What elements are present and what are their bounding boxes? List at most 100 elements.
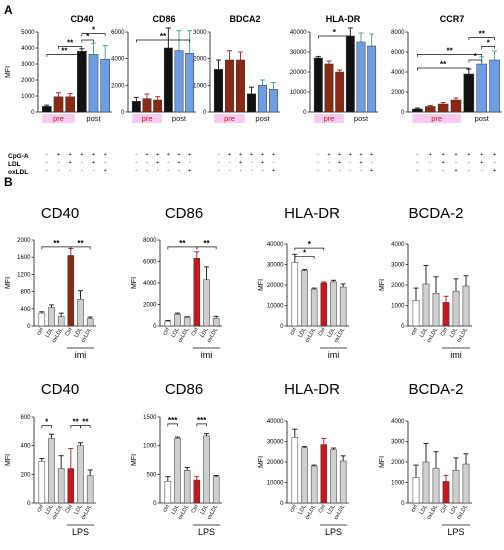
y-tick-label: 30000 — [267, 440, 284, 446]
plusminus-oxldl: - — [360, 168, 362, 174]
sig-bracket — [81, 39, 94, 43]
bar — [174, 50, 184, 113]
y-axis-label: MFI — [379, 456, 386, 468]
sig-bracket — [417, 67, 470, 71]
category-label: LDL — [44, 327, 54, 339]
bar — [324, 63, 334, 113]
bar — [422, 283, 430, 327]
bar — [335, 71, 345, 113]
y-tick-label: 5000 — [21, 30, 35, 36]
bar — [339, 286, 347, 327]
plusminus-oxldl: - — [349, 168, 351, 174]
chart-title: CD86 — [165, 205, 203, 222]
bar — [462, 285, 470, 327]
bar — [174, 437, 181, 504]
y-tick-label: 400 — [20, 307, 31, 313]
y-tick-label: 1000 — [143, 444, 157, 450]
category-label: ctrl — [289, 504, 298, 513]
category-label: ctrl — [410, 504, 419, 513]
bar — [212, 318, 220, 327]
category-label: LDL — [449, 327, 459, 339]
bar — [48, 307, 55, 327]
y-axis-label: MFI — [5, 454, 12, 466]
sig-bracket — [468, 37, 495, 41]
plusminus-cpga: + — [261, 152, 264, 158]
group-label: LPS — [72, 527, 89, 537]
bar — [86, 318, 94, 327]
y-tick-label: 4000 — [111, 57, 125, 63]
sig-bracket — [46, 54, 83, 57]
bar — [212, 476, 220, 504]
pre-highlight — [214, 114, 245, 123]
bar — [57, 468, 65, 504]
y-tick-label: 0 — [401, 324, 405, 330]
plusminus-cpga: - — [317, 152, 319, 158]
group-label-post: post — [354, 114, 369, 123]
category-label: LDL — [170, 504, 180, 516]
bar — [185, 53, 195, 113]
group-label: LPS — [325, 527, 342, 537]
sig-bracket — [81, 33, 106, 37]
category-label: ctrl — [162, 327, 171, 336]
sig-label: ** — [61, 46, 68, 55]
plusminus-oxldl: - — [58, 168, 60, 174]
y-tick-label: 2000 — [193, 57, 207, 63]
category-label: ctrl — [36, 504, 45, 513]
plusminus-cpga: + — [80, 152, 83, 158]
y-tick-label: 0 — [401, 110, 405, 116]
category-label: LDL — [297, 327, 307, 339]
y-tick-label: 0 — [27, 501, 31, 507]
plusminus-ldl: + — [480, 160, 483, 166]
y-tick-label: 3000 — [391, 263, 405, 269]
bar — [164, 480, 172, 504]
category-label: ctrl — [289, 327, 298, 336]
pre-highlight — [42, 114, 75, 123]
plusminus-ldl: - — [328, 160, 330, 166]
category-label: ctrl — [36, 327, 45, 336]
y-axis-label: MFI — [379, 279, 386, 291]
bar — [432, 467, 440, 504]
category-label: Ctrl — [65, 327, 74, 337]
category-label: ctrl — [410, 327, 419, 336]
plusminus-oxldl: - — [339, 168, 341, 174]
category-label: LDL — [297, 504, 307, 516]
bar — [313, 57, 323, 113]
sig-label: ** — [160, 32, 167, 41]
sig-label: * — [45, 418, 49, 427]
sig-label: ** — [446, 46, 453, 55]
bar — [38, 312, 46, 327]
y-tick-label: 0 — [27, 324, 31, 330]
plusminus-oxldl: - — [417, 168, 419, 174]
plusminus-cpga: + — [467, 152, 470, 158]
plusminus-oxldl: - — [240, 168, 242, 174]
y-tick-label: 0 — [303, 110, 307, 116]
plusminus-ldl: + — [338, 160, 341, 166]
plusminus-ldl: - — [218, 160, 220, 166]
chart-title: CCR7 — [440, 14, 465, 24]
sig-label: * — [303, 248, 307, 257]
y-tick-label: 1000 — [391, 481, 405, 487]
plusminus-ldl: + — [177, 160, 180, 166]
plusminus-oxldl: - — [218, 168, 220, 174]
plusminus-ldl: - — [104, 160, 106, 166]
group-label: LPS — [447, 527, 464, 537]
bar — [67, 255, 75, 327]
chart-title: CD86 — [152, 14, 175, 24]
bar — [48, 438, 55, 504]
y-axis-label: MFI — [258, 279, 265, 291]
y-axis-label: MFI — [131, 454, 138, 466]
chart-title: BCDA-2 — [408, 381, 463, 398]
plusminus-cpga: + — [69, 152, 72, 158]
bar — [462, 463, 470, 504]
category-label: Ctrl — [191, 504, 200, 514]
y-tick-label: 4000 — [21, 46, 35, 52]
plusminus-oxldl: + — [272, 168, 275, 174]
bar — [57, 316, 65, 327]
bar — [452, 469, 460, 504]
sig-label: ** — [67, 38, 74, 47]
y-tick-label: 1200 — [17, 272, 31, 278]
